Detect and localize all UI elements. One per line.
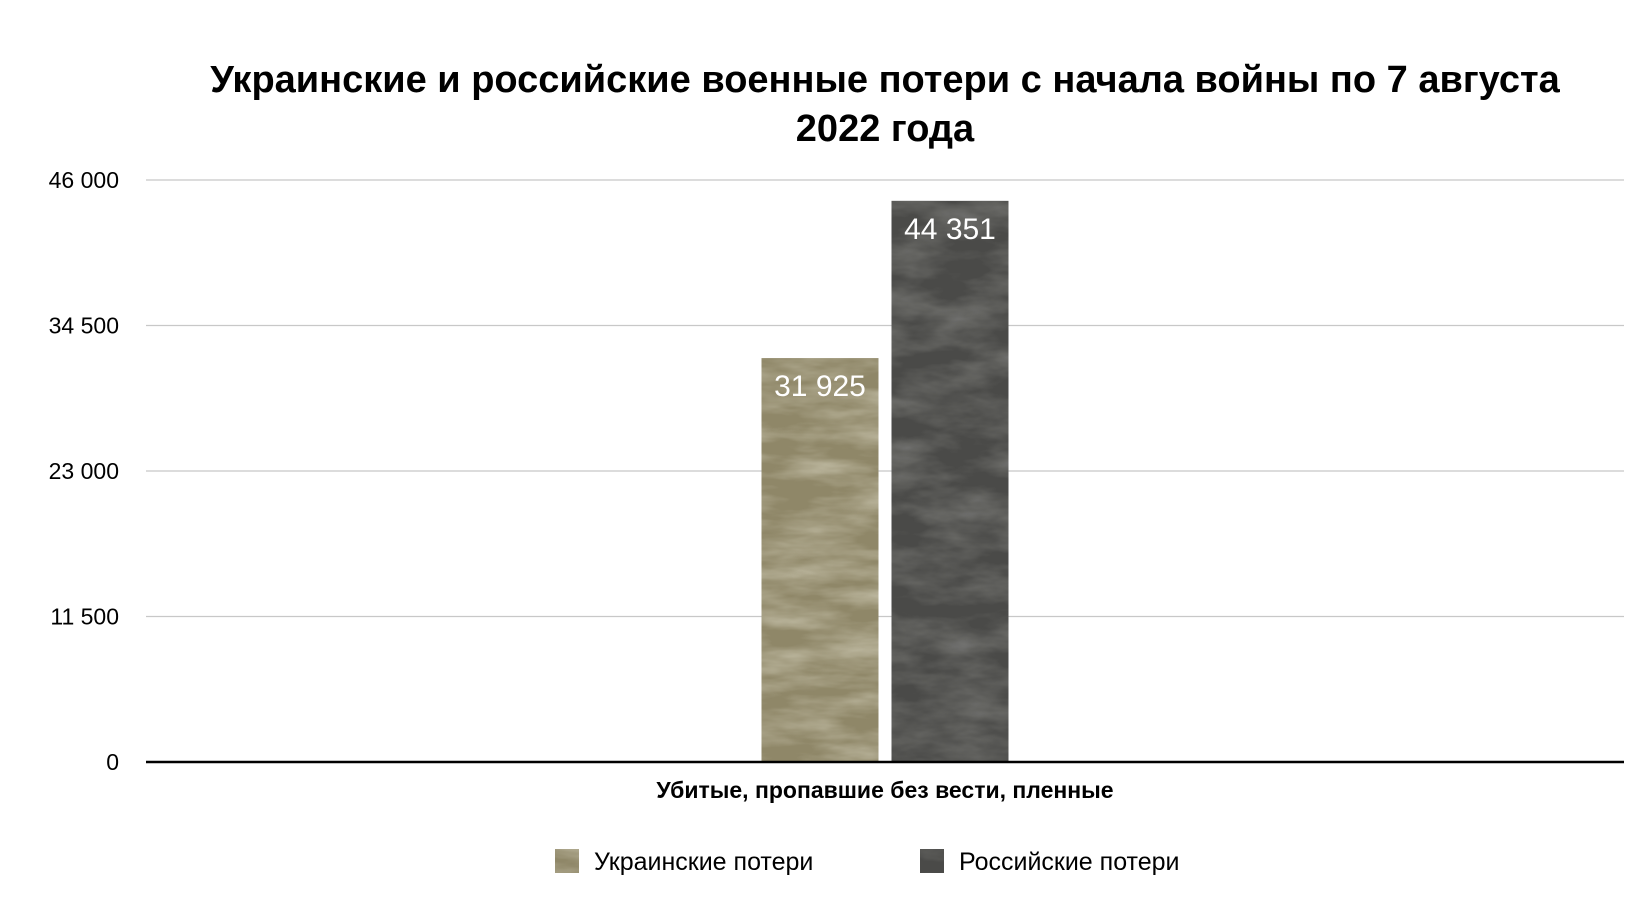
y-tick-label: 23 000 bbox=[49, 458, 119, 484]
data-label-ukraine: 31 925 bbox=[774, 370, 866, 403]
bar-texture-ukraine bbox=[761, 358, 879, 762]
bar-texture-russia bbox=[891, 200, 1009, 763]
bars: 31 925 44 351 bbox=[761, 200, 1009, 763]
y-tick-label: 11 500 bbox=[50, 604, 119, 630]
legend-swatch-russia-texture bbox=[920, 849, 944, 873]
chart-title-line2: 2022 года bbox=[796, 108, 975, 150]
legend-item-russia[interactable]: Российские потери bbox=[920, 848, 1180, 876]
gridlines bbox=[146, 179, 1624, 618]
legend-label-russia: Российские потери bbox=[959, 848, 1180, 876]
legend-label-ukraine: Украинские потери bbox=[594, 848, 813, 876]
legend-swatch-ukraine-texture bbox=[555, 849, 579, 873]
legend: Украинские потери Российские потери bbox=[555, 848, 1180, 876]
x-category-label: Убитые, пропавшие без вести, пленные bbox=[656, 777, 1113, 803]
y-tick-label: 46 000 bbox=[49, 167, 119, 193]
y-tick-label: 34 500 bbox=[49, 313, 119, 339]
data-label-russia: 44 351 bbox=[904, 213, 996, 246]
y-axis-ticks: 0 11 500 23 000 34 500 46 000 bbox=[49, 167, 119, 775]
chart-title-line1: Украинские и российские военные потери с… bbox=[210, 59, 1560, 101]
y-tick-label: 0 bbox=[106, 749, 119, 775]
legend-item-ukraine[interactable]: Украинские потери bbox=[555, 848, 813, 876]
